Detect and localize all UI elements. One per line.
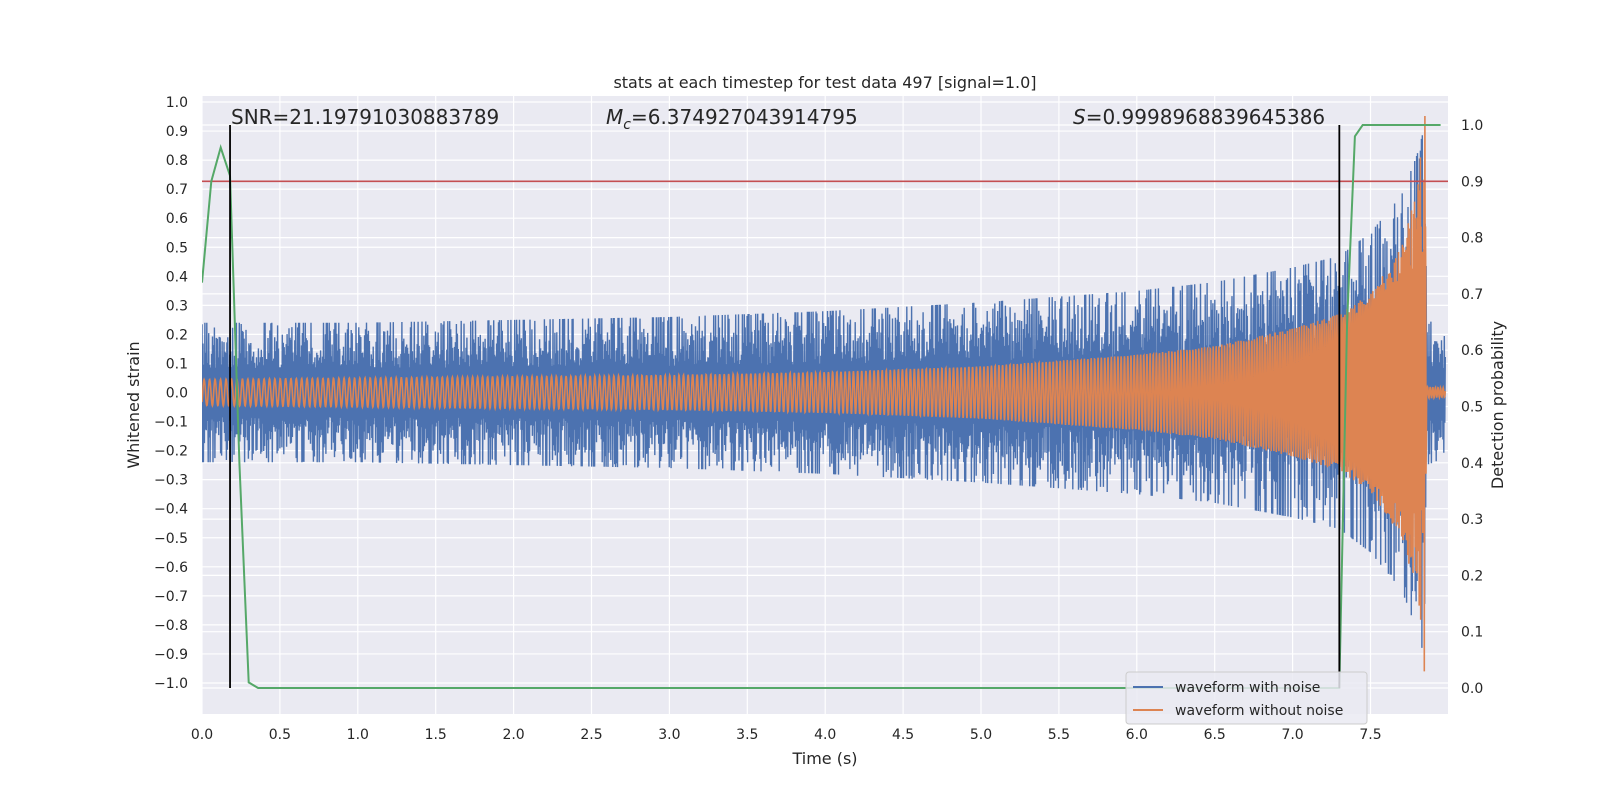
y2-tick-label: 0.7 (1461, 287, 1483, 303)
series-waveform-with-noise (202, 135, 1446, 648)
y-tick-label: −0.9 (154, 647, 188, 663)
chirp-mass-annotation: Mc=6.374927043914795 (606, 105, 858, 133)
legend-label-noise: waveform with noise (1175, 680, 1320, 696)
y-tick-label: −0.4 (154, 502, 188, 518)
x-tick-label: 2.5 (580, 727, 602, 743)
snr-annotation: SNR=21.19791030883789 (231, 105, 499, 129)
x-tick-label: 4.5 (892, 727, 914, 743)
y2-tick-label: 0.8 (1461, 231, 1483, 247)
y2-tick-label: 0.2 (1461, 568, 1483, 584)
y-tick-label: 0.0 (166, 386, 188, 402)
y-tick-label: 0.8 (166, 153, 188, 169)
y-tick-label: 0.5 (166, 240, 188, 256)
y-tick-label: −0.6 (154, 560, 188, 576)
y2-tick-label: 0.1 (1461, 625, 1483, 641)
y-tick-label: −0.1 (154, 415, 188, 431)
s-symbol: S (1073, 105, 1086, 129)
y-tick-label: −0.2 (154, 444, 188, 460)
significance-annotation: S=0.9998968839645386 (1073, 105, 1325, 129)
x-tick-label: 5.0 (970, 727, 992, 743)
series-layer (202, 115, 1448, 689)
x-tick-label: 4.0 (814, 727, 836, 743)
y2-axis-label: Detection probability (1488, 321, 1507, 489)
x-tick-label: 1.5 (425, 727, 447, 743)
mc-value: =6.374927043914795 (631, 105, 858, 129)
x-tick-label: 7.0 (1281, 727, 1303, 743)
y-tick-label: 0.3 (166, 298, 188, 314)
y-tick-label: −1.0 (154, 676, 188, 692)
y2-tick-label: 0.3 (1461, 512, 1483, 528)
x-tick-label: 3.0 (658, 727, 680, 743)
y2-tick-label: 0.4 (1461, 456, 1483, 472)
y-tick-label: 0.2 (166, 327, 188, 343)
mc-subscript: c (623, 117, 631, 133)
x-tick-label: 7.5 (1359, 727, 1381, 743)
x-tick-label: 0.0 (191, 727, 213, 743)
chart-title: stats at each timestep for test data 497… (613, 73, 1036, 92)
y-tick-label: −0.3 (154, 473, 188, 489)
y-tick-label: −0.7 (154, 589, 188, 605)
mc-symbol: M (606, 105, 623, 129)
y-tick-label: 0.7 (166, 182, 188, 198)
y-tick-label: 0.4 (166, 269, 188, 285)
series-waveform-without-noise (202, 115, 1447, 672)
y2-tick-label: 1.0 (1461, 118, 1483, 134)
y-tick-label: 0.6 (166, 211, 188, 227)
x-axis-ticks: 0.0 0.5 1.0 1.5 2.0 2.5 3.0 3.5 4.0 4.5 5.0 5.5 6.0 6… (191, 727, 1382, 743)
x-tick-label: 1.0 (347, 727, 369, 743)
y-axis-label: Whitened strain (124, 341, 143, 468)
y-axis-ticks: 1.0 0.9 0.8 0.7 0.6 0.5 0.4 0.3 0.2 0.1 0.0 −0.1 −0.… (154, 95, 188, 692)
x-axis-label: Time (s) (791, 749, 857, 768)
y-tick-label: 1.0 (166, 95, 188, 111)
y-tick-label: −0.8 (154, 618, 188, 634)
x-tick-label: 0.5 (269, 727, 291, 743)
legend: waveform with noise waveform without noi… (1125, 671, 1368, 725)
y2-axis-ticks: 1.0 0.9 0.8 0.7 0.6 0.5 0.4 0.3 0.2 0.1 0.0 (1461, 118, 1483, 697)
legend-label-clean: waveform without noise (1175, 703, 1343, 719)
x-tick-label: 5.5 (1048, 727, 1070, 743)
legend-box (1125, 671, 1368, 725)
x-tick-label: 6.5 (1204, 727, 1226, 743)
y-tick-label: 0.9 (166, 124, 188, 140)
series-detection-probability (202, 124, 1441, 689)
y2-tick-label: 0.0 (1461, 681, 1483, 697)
y2-tick-label: 0.9 (1461, 174, 1483, 190)
y2-tick-label: 0.6 (1461, 343, 1483, 359)
y2-tick-label: 0.5 (1461, 400, 1483, 416)
x-tick-label: 2.0 (502, 727, 524, 743)
y-tick-label: −0.5 (154, 531, 188, 547)
s-value: =0.9998968839645386 (1086, 105, 1325, 129)
x-tick-label: 6.0 (1126, 727, 1148, 743)
y-tick-label: 0.1 (166, 356, 188, 372)
x-tick-label: 3.5 (736, 727, 758, 743)
